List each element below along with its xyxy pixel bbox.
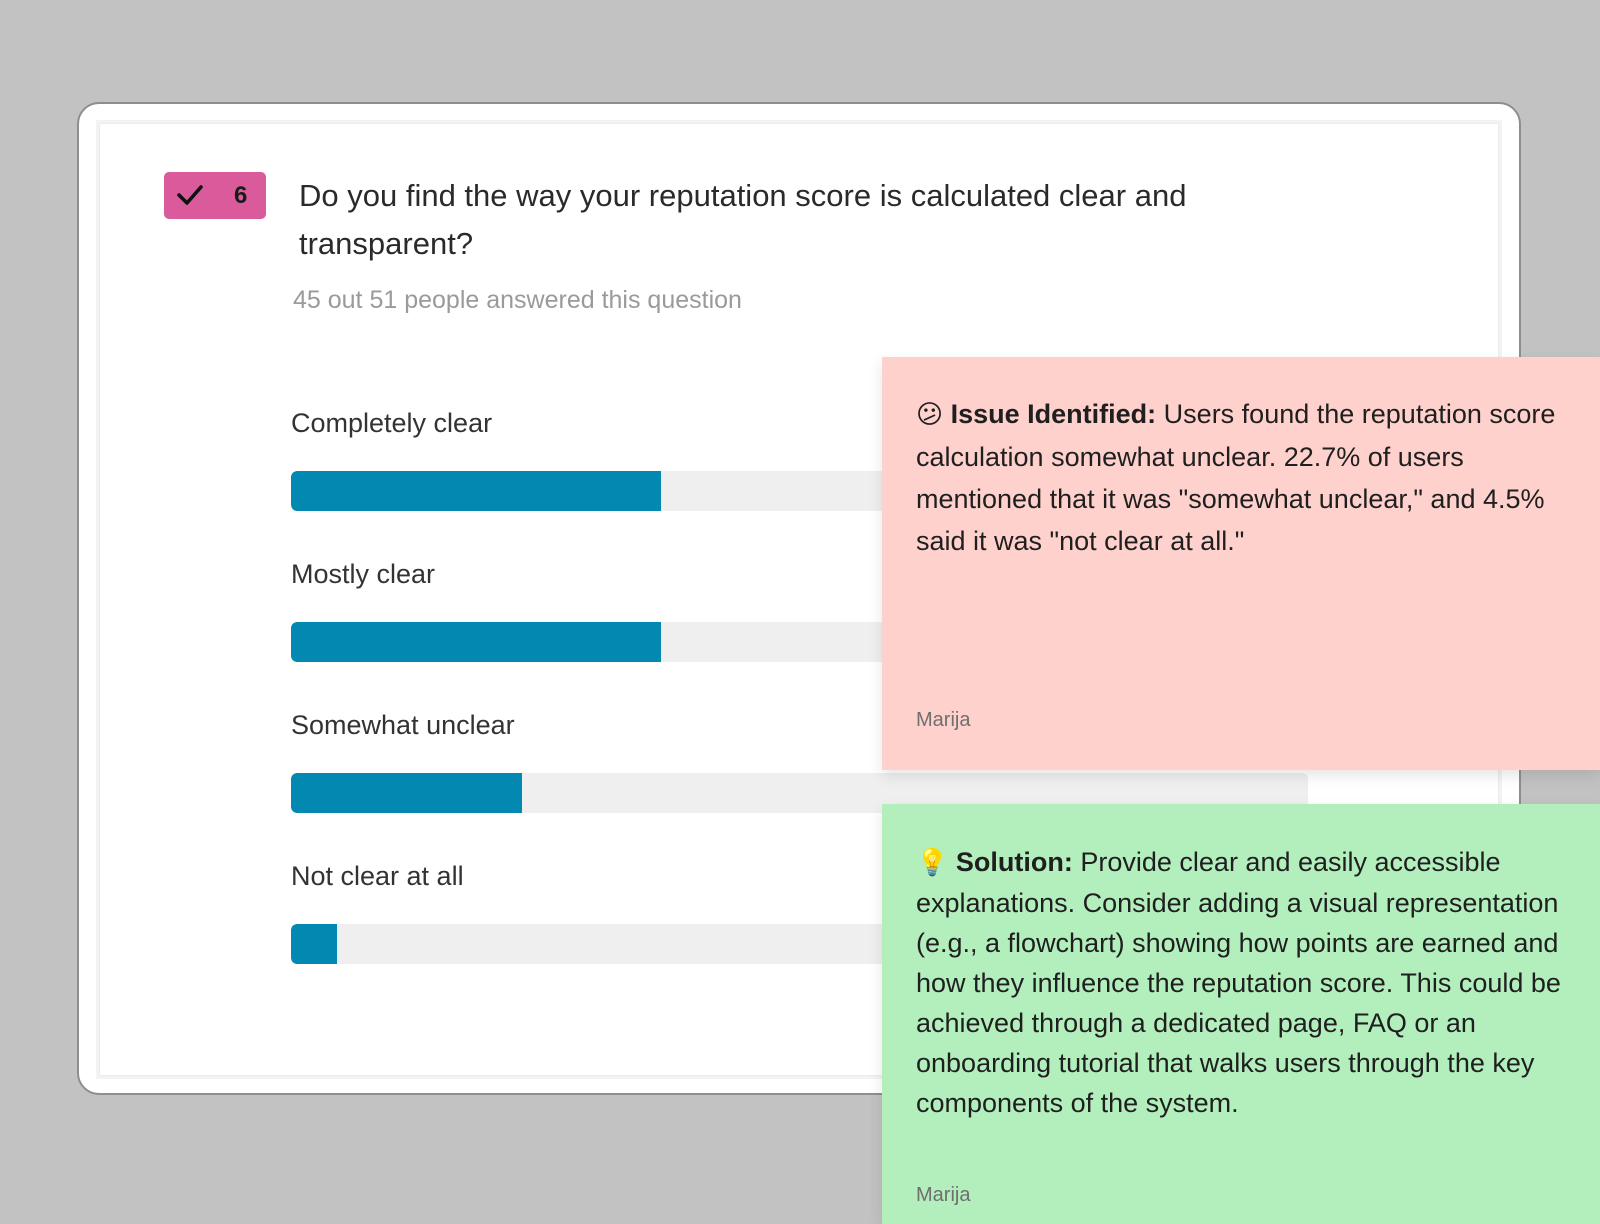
- issue-note-heading: Issue Identified:: [950, 399, 1157, 429]
- option-bar-fill: [291, 924, 337, 964]
- option-label-not-clear-at-all: Not clear at all: [291, 861, 464, 891]
- option-label-mostly-clear: Mostly clear: [291, 559, 436, 589]
- issue-sticky-note[interactable]: 😕 Issue Identified: Users found the repu…: [882, 357, 1600, 770]
- response-count: 45 out 51 people answered this question: [293, 286, 742, 314]
- option-bar-fill: [291, 471, 662, 511]
- confused-face-icon: 😕: [916, 400, 944, 430]
- option-label-somewhat-unclear: Somewhat unclear: [291, 710, 515, 740]
- solution-note-author: Marija: [916, 1184, 971, 1206]
- option-label-completely-clear: Completely clear: [291, 408, 493, 438]
- question-number-badge: 6: [164, 172, 266, 219]
- issue-note-body: Users found the reputation score calcula…: [916, 399, 1556, 556]
- question-title: Do you find the way your reputation scor…: [299, 178, 1187, 261]
- question-number: 6: [234, 182, 248, 209]
- option-bar-fill: [291, 773, 522, 813]
- solution-sticky-note[interactable]: 💡 Solution: Provide clear and easily acc…: [882, 804, 1600, 1224]
- lightbulb-icon: 💡: [916, 848, 949, 878]
- solution-note-body: Provide clear and easily accessible expl…: [916, 847, 1561, 1118]
- solution-note-text: 💡 Solution: Provide clear and easily acc…: [916, 842, 1566, 1123]
- check-icon: [177, 185, 203, 205]
- solution-note-heading: Solution:: [955, 847, 1073, 877]
- option-bar-fill: [291, 622, 662, 662]
- issue-note-text: 😕 Issue Identified: Users found the repu…: [916, 393, 1566, 562]
- issue-note-author: Marija: [916, 709, 971, 731]
